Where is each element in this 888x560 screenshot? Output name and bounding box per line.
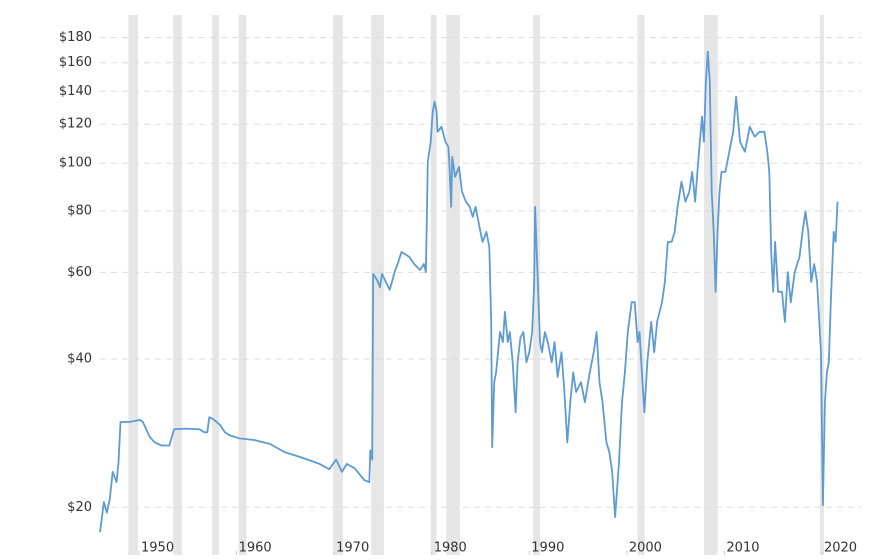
recession-band [446,15,461,555]
x-tick-label: 1980 [434,541,467,556]
recession-band [533,15,541,555]
recession-band [333,15,343,555]
x-tick-label: 1960 [239,541,272,556]
recession-band [703,15,718,555]
y-tick-label: $120 [59,117,92,132]
y-tick-label: $180 [59,30,92,45]
recession-band [637,15,645,555]
x-tick-label: 2000 [629,541,662,556]
recession-band [238,15,247,555]
x-tick-label: 2020 [824,541,857,556]
y-tick-label: $140 [59,84,92,99]
x-tick-label: 1970 [336,541,369,556]
recession-band [820,15,824,555]
y-tick-label: $80 [67,203,92,218]
y-tick-label: $160 [59,55,92,70]
y-tick-label: $100 [59,156,92,171]
x-tick-label: 2010 [726,541,759,556]
y-tick-label: $40 [67,352,92,367]
recession-band [212,15,220,555]
x-tick-label: 1990 [531,541,564,556]
recession-band [430,15,437,555]
recession-band [128,15,139,555]
price-line [99,50,839,533]
x-tick-label: 1950 [141,541,174,556]
recession-band [173,15,182,555]
recession-band [371,15,384,555]
y-tick-label: $60 [67,265,92,280]
y-tick-label: $20 [67,500,92,515]
